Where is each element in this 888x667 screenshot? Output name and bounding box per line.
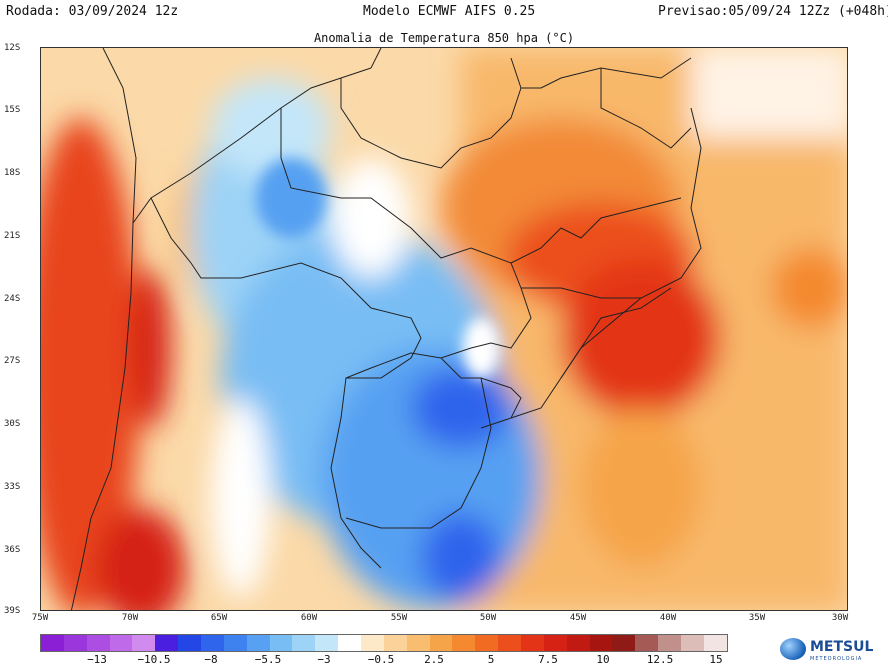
run-label: Rodada: 03/09/2024 12z xyxy=(6,4,179,19)
colorbar-swatch xyxy=(338,635,362,651)
lat-label: 21S xyxy=(4,231,21,241)
lat-label: 15S xyxy=(4,105,21,115)
colorbar-swatch xyxy=(315,635,339,651)
colorbar-swatch xyxy=(383,635,407,651)
colorbar-swatch xyxy=(658,635,682,651)
colorbar-swatch xyxy=(635,635,659,651)
colorbar-swatch xyxy=(132,635,156,651)
logo-tagline: METEOROLOGIA xyxy=(810,656,863,662)
colorbar-label: 7.5 xyxy=(538,653,558,666)
colorbar-swatch xyxy=(201,635,224,651)
lat-label: 30S xyxy=(4,419,21,429)
lon-label: 55W xyxy=(390,613,408,623)
lon-label: 65W xyxy=(210,613,228,623)
colorbar-swatch xyxy=(41,635,64,651)
colorbar-swatch xyxy=(292,635,316,651)
colorbar-label: −13 xyxy=(87,653,107,666)
colorbar-swatch xyxy=(429,635,453,651)
lon-label: 75W xyxy=(31,613,49,623)
colorbar-swatch xyxy=(269,635,293,651)
model-label: Modelo ECMWF AIFS 0.25 xyxy=(363,4,536,19)
colorbar-label: 12.5 xyxy=(646,653,674,666)
colorbar-label: 10 xyxy=(596,653,610,666)
lon-label: 45W xyxy=(569,613,587,623)
lat-label: 18S xyxy=(4,168,21,178)
colorbar xyxy=(40,634,728,652)
colorbar-swatch xyxy=(681,635,704,651)
colorbar-swatch xyxy=(86,635,110,651)
colorbar-swatch xyxy=(63,635,87,651)
colorbar-label: −5.5 xyxy=(254,653,282,666)
globe-icon xyxy=(780,638,806,660)
colorbar-swatch xyxy=(498,635,522,651)
colorbar-swatch xyxy=(246,635,270,651)
colorbar-label: 2.5 xyxy=(424,653,444,666)
colorbar-swatch xyxy=(223,635,247,651)
lat-label: 12S xyxy=(4,43,21,53)
map-title: Anomalia de Temperatura 850 hpa (°C) xyxy=(313,31,575,45)
colorbar-swatch xyxy=(566,635,590,651)
colorbar-swatch xyxy=(589,635,613,651)
lon-label: 50W xyxy=(479,613,497,623)
forecast-label: Previsao:05/09/24 12Zz (+048h) xyxy=(658,4,888,19)
colorbar-swatch xyxy=(521,635,544,651)
lon-label: 30W xyxy=(831,613,849,623)
metsul-logo: METSUL METEOROLOGIA xyxy=(780,638,885,664)
colorbar-label: −10.5 xyxy=(137,653,171,666)
lat-label: 36S xyxy=(4,545,21,555)
colorbar-swatch xyxy=(703,635,727,651)
colorbar-swatch xyxy=(543,635,567,651)
lat-label: 27S xyxy=(4,356,21,366)
colorbar-label: 5 xyxy=(487,653,495,666)
lon-label: 40W xyxy=(659,613,677,623)
logo-name: METSUL xyxy=(810,639,874,655)
colorbar-swatch xyxy=(406,635,430,651)
colorbar-swatch xyxy=(155,635,179,651)
colorbar-swatch xyxy=(475,635,499,651)
lat-label: 33S xyxy=(4,482,21,492)
colorbar-swatch xyxy=(612,635,636,651)
colorbar-label: −8 xyxy=(204,653,218,666)
colorbar-label: −3 xyxy=(317,653,331,666)
lat-label: 24S xyxy=(4,294,21,304)
colorbar-label: 15 xyxy=(709,653,723,666)
colorbar-swatch xyxy=(109,635,133,651)
colorbar-label: −0.5 xyxy=(367,653,395,666)
lon-label: 70W xyxy=(121,613,139,623)
colorbar-swatch xyxy=(361,635,384,651)
lon-label: 60W xyxy=(300,613,318,623)
lat-label: 39S xyxy=(4,606,21,616)
lon-label: 35W xyxy=(748,613,766,623)
colorbar-swatch xyxy=(452,635,476,651)
colorbar-swatch xyxy=(178,635,202,651)
temperature-anomaly-map xyxy=(40,47,848,611)
